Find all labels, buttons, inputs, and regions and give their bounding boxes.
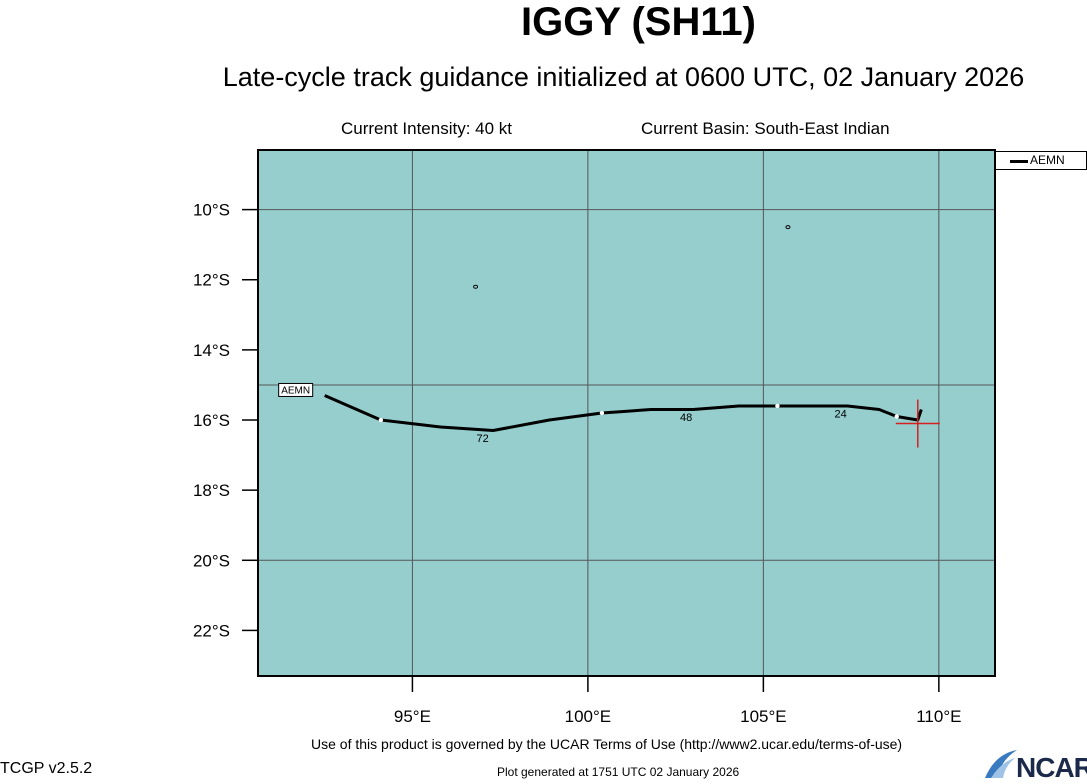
legend-line-sample	[1010, 160, 1028, 163]
map-frame	[257, 149, 996, 677]
ncar-logo-text: NCAR	[1016, 752, 1087, 783]
lat-tick-label: 18°S	[193, 481, 230, 500]
map-grid	[258, 150, 995, 676]
lat-tick-label: 16°S	[193, 411, 230, 430]
forecast-hour-label: 72	[476, 433, 488, 445]
forecast-hour-label: 24	[834, 408, 846, 420]
track-end-label-box	[278, 382, 314, 397]
legend: AEMN	[995, 151, 1087, 170]
track-time-marker	[775, 403, 780, 409]
current-basin: Current Basin: South-East Indian	[641, 119, 890, 138]
current-position-marker	[895, 399, 940, 448]
track-time-marker	[894, 414, 899, 419]
ncar-logo-icon	[985, 750, 1017, 778]
lon-tick-label: 110°E	[916, 707, 961, 726]
island-group	[473, 225, 791, 289]
lat-tick-label: 22°S	[193, 621, 230, 640]
axis-ticks: 10°S 12°S 14°S 16°S 18°S 20°S 22°S 95°E 100°E 105…	[193, 201, 962, 726]
lat-tick-label: 14°S	[193, 341, 230, 360]
island-outline	[785, 225, 791, 230]
island-outline	[473, 284, 479, 289]
lon-tick-label: 105°E	[740, 707, 787, 726]
forecast-hour-label: 48	[680, 412, 692, 424]
track-end-label: AEMN	[281, 385, 310, 396]
version-label: TCGP v2.5.2	[0, 760, 93, 777]
terms-of-use-note: Use of this product is governed by the U…	[311, 736, 903, 752]
forecast-track: 24 48 72 AEMN	[278, 382, 923, 445]
page-subtitle: Late-cycle track guidance initialized at…	[222, 62, 1025, 92]
lat-tick-label: 12°S	[193, 271, 230, 290]
generated-timestamp: Plot generated at 1751 UTC 02 January 20…	[497, 765, 740, 779]
lon-tick-label: 95°E	[394, 707, 431, 726]
legend-label: AEMN	[1030, 153, 1065, 167]
track-line-aemn	[324, 394, 923, 433]
page-title: IGGY (SH11)	[521, 0, 756, 44]
lat-tick-label: 20°S	[193, 551, 230, 570]
lon-tick-label: 100°E	[565, 707, 612, 726]
track-time-marker	[378, 417, 384, 423]
map-background	[258, 150, 995, 676]
lat-tick-label: 10°S	[193, 201, 230, 220]
track-time-marker	[599, 410, 605, 416]
current-intensity: Current Intensity: 40 kt	[341, 119, 513, 138]
